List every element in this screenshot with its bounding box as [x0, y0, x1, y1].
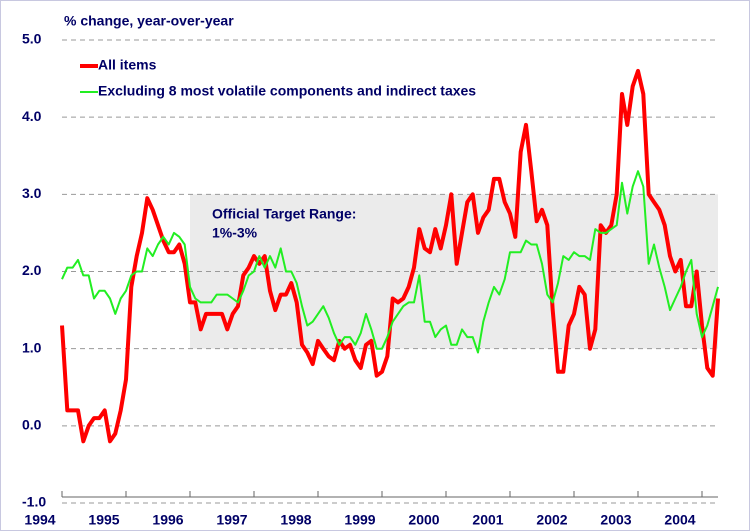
y-tick-label: 4.0: [22, 108, 42, 124]
y-tick-label: 3.0: [22, 185, 42, 201]
x-tick-label: 1996: [152, 512, 183, 528]
x-tick-label: 1998: [280, 512, 311, 528]
series-line: [61, 170, 719, 354]
annotation: 1%-3%: [212, 225, 258, 241]
x-tick-label: 2004: [664, 512, 695, 528]
y-tick-label: 2.0: [22, 262, 42, 278]
x-tick-label: 2002: [536, 512, 567, 528]
y-tick-label: 0.0: [22, 417, 42, 433]
x-tick-label: 1999: [344, 512, 375, 528]
x-tick-label: 1995: [88, 512, 119, 528]
y-tick-label: 5.0: [22, 31, 42, 47]
legend-label: Excluding 8 most volatile components and…: [98, 83, 476, 99]
x-tick-label: 2001: [472, 512, 503, 528]
x-tick-label: 1997: [216, 512, 247, 528]
x-tick-label: 2003: [600, 512, 631, 528]
x-tick-label: 1994: [24, 512, 55, 528]
annotation: Official Target Range:: [212, 206, 356, 222]
y-tick-label: 1.0: [22, 339, 42, 355]
y-tick-label: -1.0: [22, 494, 46, 510]
chart-title: % change, year-over-year: [64, 13, 234, 29]
legend-label: All items: [98, 57, 157, 73]
x-tick-label: 2000: [408, 512, 439, 528]
